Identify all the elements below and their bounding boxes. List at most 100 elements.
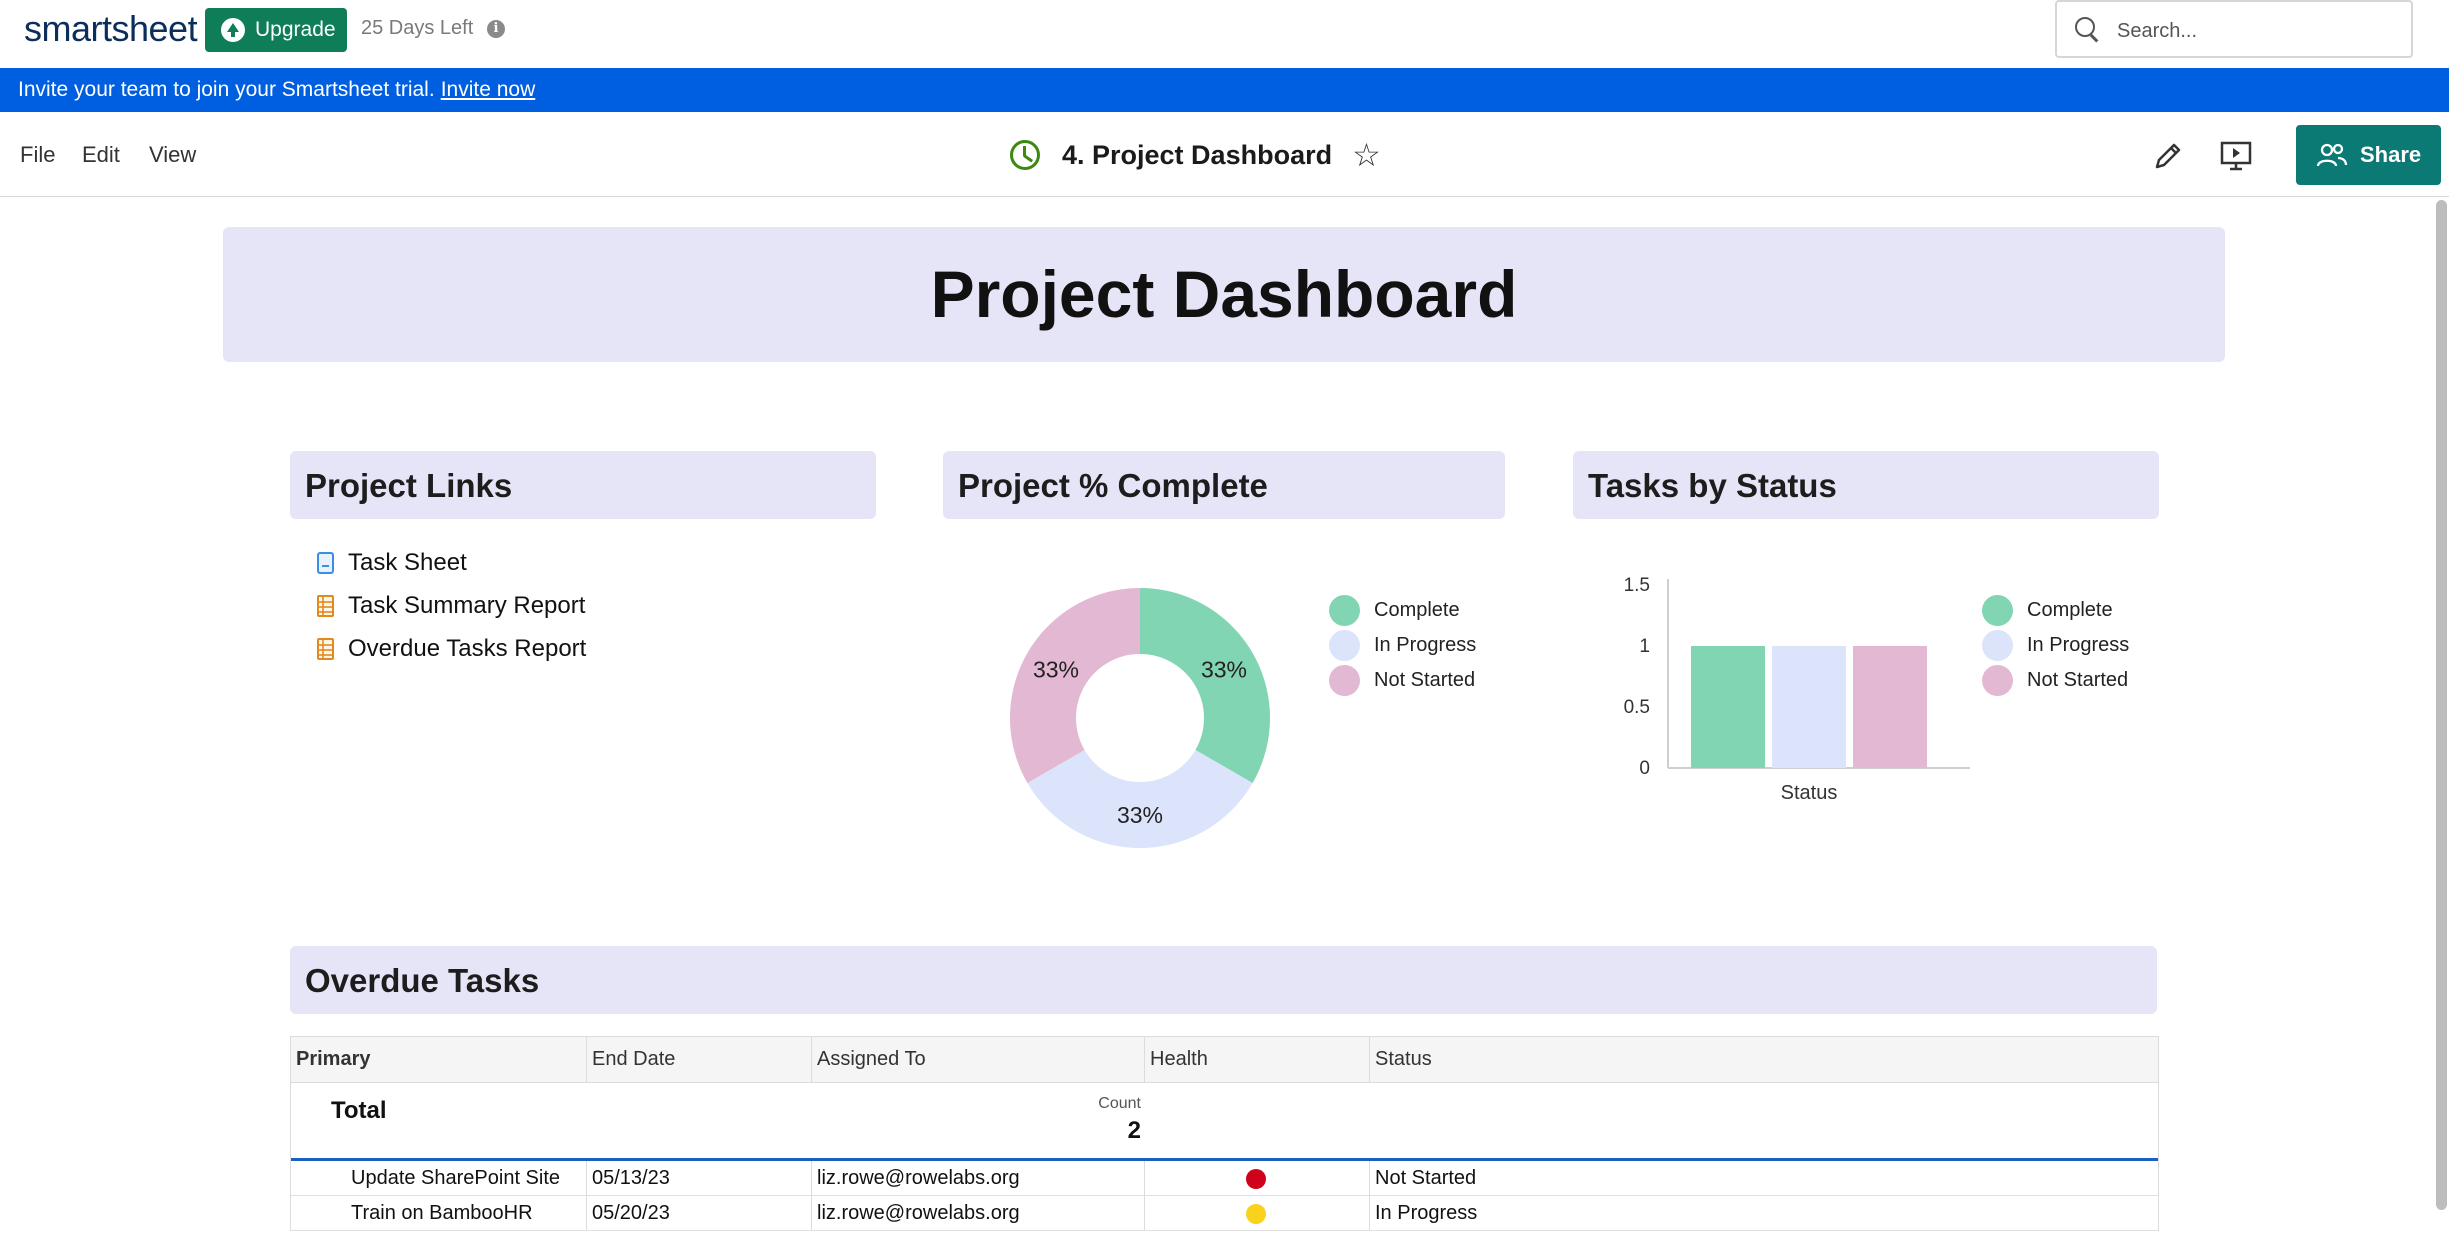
upgrade-label: Upgrade <box>255 18 336 41</box>
tasks-by-status-title-bar: Tasks by Status <box>1573 451 2159 519</box>
y-tick-label: 1 <box>1639 636 1650 657</box>
legend-swatch <box>1982 665 2013 696</box>
table-header-row: Primary End Date Assigned To Health Stat… <box>291 1037 2158 1083</box>
project-links-title: Project Links <box>305 467 513 504</box>
count-value: 2 <box>1127 1117 1141 1144</box>
health-yellow-indicator <box>1246 1204 1266 1224</box>
cell-primary: Train on BambooHR <box>291 1196 587 1230</box>
dashboard-icon <box>1010 140 1040 170</box>
y-tick-label: 0 <box>1639 758 1650 779</box>
menu-file[interactable]: File <box>20 142 56 167</box>
project-links-title-bar: Project Links <box>290 451 876 519</box>
link-label: Overdue Tasks Report <box>348 635 587 662</box>
project-percent-donut-chart[interactable]: 33% 33% 33% <box>990 575 1290 875</box>
legend-label: In Progress <box>1374 634 1477 656</box>
percent-complete-title: Project % Complete <box>958 467 1268 504</box>
legend-swatch <box>1329 665 1360 696</box>
cell-primary: Update SharePoint Site <box>291 1161 587 1195</box>
overdue-tasks-title-bar: Overdue Tasks <box>290 946 2157 1014</box>
upgrade-button[interactable]: Upgrade <box>205 8 347 52</box>
link-overdue-tasks-report[interactable]: Overdue Tasks Report <box>316 632 586 666</box>
bar-in-progress[interactable] <box>1772 646 1846 768</box>
total-label: Total <box>331 1097 387 1124</box>
share-button[interactable]: Share <box>2296 125 2441 185</box>
report-icon <box>317 638 334 660</box>
donut-slice-label: 33% <box>1201 657 1247 683</box>
search-input[interactable] <box>2115 16 2399 46</box>
search-box[interactable] <box>2055 0 2413 58</box>
link-label: Task Sheet <box>348 549 467 576</box>
legend-label: Complete <box>2027 599 2113 621</box>
tasks-by-status-title: Tasks by Status <box>1588 467 1837 504</box>
health-red-indicator <box>1246 1169 1266 1189</box>
tasks-by-status-bar-chart[interactable]: 0 0.5 1 1.5 Status <box>1600 565 1980 815</box>
dashboard-header-title: Project Dashboard <box>930 257 1518 331</box>
y-tick-label: 1.5 <box>1624 575 1650 596</box>
legend-label: Not Started <box>1374 669 1476 691</box>
link-task-sheet[interactable]: Task Sheet <box>316 546 467 580</box>
top-app-bar: smartsheet Upgrade 25 Days Left i <box>0 0 2449 68</box>
donut-slice-in-progress[interactable] <box>1027 750 1253 848</box>
menu-edit[interactable]: Edit <box>82 142 120 167</box>
cell-health <box>1145 1196 1370 1230</box>
percent-complete-title-bar: Project % Complete <box>943 451 1505 519</box>
vertical-scrollbar[interactable] <box>2436 200 2447 1210</box>
upgrade-arrow-icon <box>221 18 245 42</box>
info-icon[interactable]: i <box>487 20 505 38</box>
legend-item-complete: Complete <box>1329 593 1476 628</box>
trial-invite-banner: Invite your team to join your Smartsheet… <box>0 68 2449 112</box>
present-icon[interactable] <box>2216 136 2256 176</box>
donut-slice-label: 33% <box>1033 657 1079 683</box>
cell-assigned-to: liz.rowe@rowelabs.org <box>812 1161 1145 1195</box>
cell-status: In Progress <box>1375 1202 1478 1224</box>
donut-slice-complete[interactable] <box>1140 588 1270 783</box>
overdue-tasks-title: Overdue Tasks <box>305 962 540 999</box>
legend-swatch <box>1982 595 2013 626</box>
link-label: Task Summary Report <box>348 592 586 619</box>
people-icon <box>2316 143 2348 167</box>
legend-item-complete: Complete <box>1982 593 2129 628</box>
report-icon <box>317 595 334 617</box>
menu-view[interactable]: View <box>149 142 197 167</box>
percent-complete-legend: Complete In Progress Not Started <box>1329 593 1476 698</box>
cell-health <box>1145 1161 1370 1195</box>
dashboard-title-area: 4. Project Dashboard ☆ <box>1010 137 1381 173</box>
trial-days-left: 25 Days Left <box>361 17 474 39</box>
column-header-status[interactable]: Status <box>1375 1048 1432 1070</box>
bar-not-started[interactable] <box>1853 646 1927 768</box>
legend-item-not-started: Not Started <box>1982 663 2129 698</box>
y-tick-label: 0.5 <box>1624 697 1650 718</box>
cell-assigned-to: liz.rowe@rowelabs.org <box>812 1196 1145 1230</box>
dashboard-title: 4. Project Dashboard <box>1062 139 1333 170</box>
column-header-health[interactable]: Health <box>1145 1037 1370 1082</box>
donut-slice-label: 33% <box>1117 802 1163 828</box>
sheet-icon <box>317 552 334 574</box>
cell-end-date: 05/13/23 <box>587 1161 812 1195</box>
legend-item-not-started: Not Started <box>1329 663 1476 698</box>
legend-swatch <box>1329 630 1360 661</box>
dashboard-header-widget: Project Dashboard <box>223 227 2225 362</box>
count-label: Count <box>1098 1095 1141 1112</box>
legend-swatch <box>1982 630 2013 661</box>
table-row[interactable]: Train on BambooHR 05/20/23 liz.rowe@rowe… <box>291 1196 2158 1231</box>
x-axis-label: Status <box>1781 782 1838 804</box>
edit-pencil-icon[interactable] <box>2148 136 2188 176</box>
legend-item-in-progress: In Progress <box>1982 628 2129 663</box>
bar-complete[interactable] <box>1691 646 1765 768</box>
legend-label: Not Started <box>2027 669 2129 691</box>
column-header-primary[interactable]: Primary <box>291 1037 587 1082</box>
donut-slice-not-started[interactable] <box>1010 588 1140 783</box>
favorite-star-icon[interactable]: ☆ <box>1352 137 1381 173</box>
invite-now-link[interactable]: Invite now <box>440 78 536 101</box>
legend-label: In Progress <box>2027 634 2130 656</box>
column-header-end-date[interactable]: End Date <box>587 1037 812 1082</box>
link-task-summary-report[interactable]: Task Summary Report <box>316 589 585 623</box>
column-header-assigned-to[interactable]: Assigned To <box>812 1037 1145 1082</box>
smartsheet-logo[interactable]: smartsheet <box>24 8 198 49</box>
share-label: Share <box>2360 142 2422 167</box>
table-row[interactable]: Update SharePoint Site 05/13/23 liz.rowe… <box>291 1161 2158 1196</box>
cell-status: Not Started <box>1375 1167 1477 1189</box>
tasks-by-status-legend: Complete In Progress Not Started <box>1982 593 2129 698</box>
cell-end-date: 05/20/23 <box>587 1196 812 1230</box>
table-total-row: Total Count 2 <box>291 1083 2158 1161</box>
